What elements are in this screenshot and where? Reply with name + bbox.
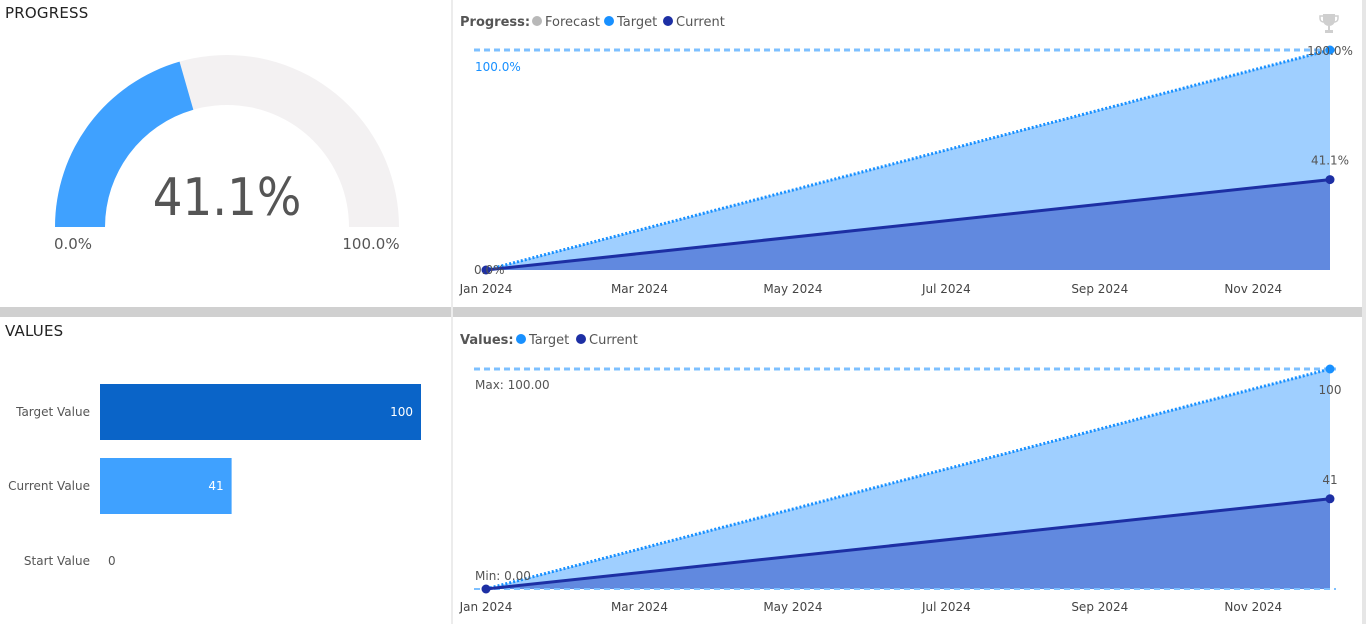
values-chart-panel: Values: Target Current Max: 100.00 Min: … [454,318,1362,624]
values-max-label: Max: 100.00 [475,378,550,392]
values-x-axis: Jan 2024 Mar 2024 May 2024 Jul 2024 Sep 2024… [459,600,1283,614]
values-section-title: VALUES [5,322,64,340]
current-area [486,498,1330,589]
bar-value-label: 41 [208,479,223,493]
progress-end-current-label: 41.1% [1311,154,1349,168]
x-tick-label: Nov 2024 [1224,600,1282,614]
target-end-point[interactable] [1325,364,1335,374]
bar-category-label: Current Value [8,479,90,493]
trophy-icon[interactable] [1319,14,1339,33]
legend-forecast-dot [532,16,542,26]
gauge-chart: 41.1% 0.0% 100.0% [54,55,400,253]
x-tick-label: Jan 2024 [459,282,513,296]
x-tick-label: Mar 2024 [611,282,668,296]
bar-category-label: Target Value [15,405,90,419]
bar-category-label: Start Value [24,554,90,568]
values-panel: VALUES Target Value 100 Current Value 41 Sta… [0,318,450,624]
progress-x-axis: Jan 2024 Mar 2024 May 2024 Jul 2024 Sep 2024… [459,282,1283,296]
legend-forecast-label[interactable]: Forecast [545,15,600,30]
x-tick-label: May 2024 [763,600,822,614]
progress-start-label: 0.0% [474,263,505,277]
values-legend-target-dot [516,334,526,344]
target-line [485,367,1331,591]
values-legend-current-label[interactable]: Current [589,333,638,348]
gauge-min-label: 0.0% [54,235,92,253]
start-point[interactable] [481,584,491,594]
bar[interactable] [100,458,232,514]
values-bar-chart: Target Value 100 Current Value 41 Start Valu… [8,384,421,568]
legend-target-dot [604,16,614,26]
right-edge-scrollbar[interactable] [1362,0,1366,624]
current-line [485,497,1331,591]
bar-value-label: 0 [108,554,116,568]
section-divider [0,307,1366,317]
progress-legend-title: Progress: [460,15,530,30]
start-point[interactable] [481,265,491,275]
current-end-point[interactable] [1325,494,1335,504]
values-legend-target-label[interactable]: Target [528,333,569,348]
gauge-max-label: 100.0% [342,235,399,253]
current-end-point[interactable] [1325,175,1335,185]
progress-target-line-label: 100.0% [475,60,521,74]
x-tick-label: Sep 2024 [1071,282,1128,296]
current-line [485,178,1331,272]
legend-current-dot [663,16,673,26]
bar[interactable] [100,384,421,440]
target-line [485,48,1331,272]
x-tick-label: May 2024 [763,282,822,296]
values-area-chart: Values: Target Current Max: 100.00 Min: … [459,333,1342,614]
values-end-target-label: 100 [1319,383,1342,397]
values-legend-current-dot [576,334,586,344]
values-min-label: Min: 0.00 [475,569,531,583]
legend-current-label[interactable]: Current [676,15,725,30]
bar-value-label: 100 [390,405,413,419]
progress-area-chart: Progress: Forecast Target Current 100.0%… [459,14,1353,296]
x-tick-label: Jan 2024 [459,600,513,614]
x-tick-label: Jul 2024 [921,600,971,614]
progress-chart-panel: Progress: Forecast Target Current 100.0%… [454,0,1362,306]
x-tick-label: Jul 2024 [921,282,971,296]
progress-section-title: PROGRESS [5,4,89,22]
legend-target-label[interactable]: Target [616,15,657,30]
values-end-current-label: 41 [1322,473,1337,487]
gauge-value-label: 41.1% [153,168,302,228]
progress-panel: PROGRESS 41.1% 0.0% 100.0% [0,0,450,306]
progress-end-target-label: 100.0% [1307,44,1353,58]
column-divider [451,0,453,624]
target-end-point[interactable] [1325,45,1335,55]
x-tick-label: Mar 2024 [611,600,668,614]
values-legend-title: Values: [460,333,514,348]
gauge-value-arc [55,61,194,227]
x-tick-label: Sep 2024 [1071,600,1128,614]
x-tick-label: Nov 2024 [1224,282,1282,296]
